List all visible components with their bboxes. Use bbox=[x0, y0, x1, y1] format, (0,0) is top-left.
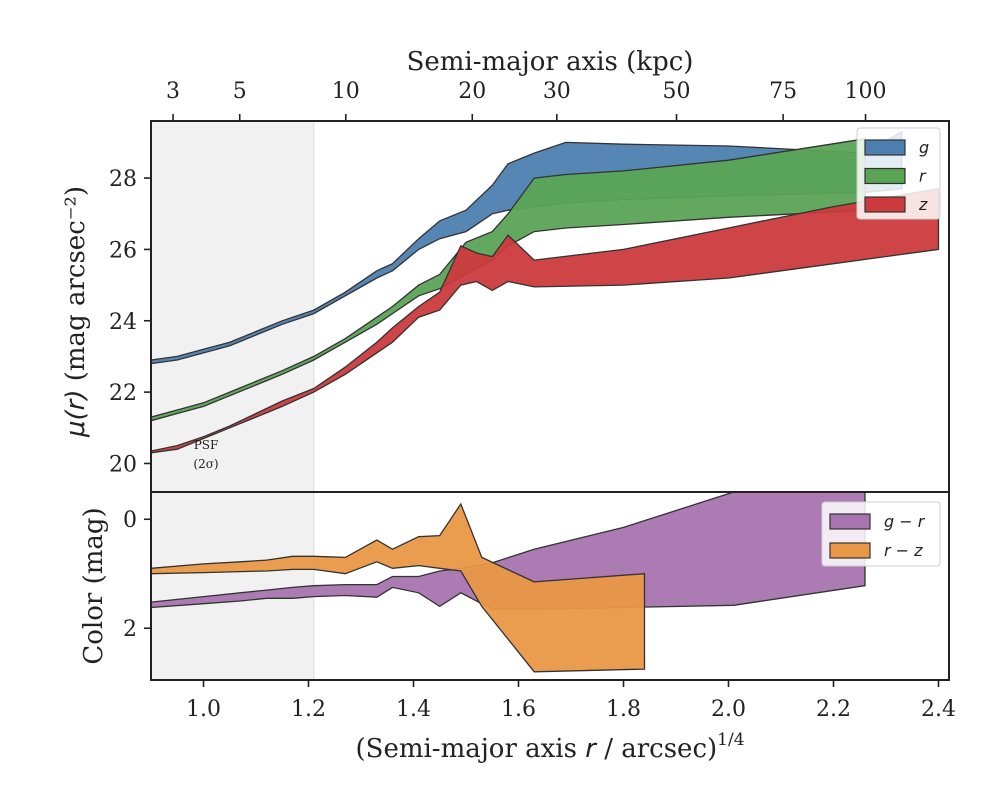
color-profile-panel: 0 2 1.0 1.2 1.4 1.6 1.8 2.0 2.2 2.4 (Semi-major ax… bbox=[79, 491, 956, 764]
psf-shaded-region bbox=[151, 121, 314, 492]
band-rz-1 bbox=[151, 502, 646, 673]
top-plot-area bbox=[151, 121, 940, 492]
psf-label: PSF bbox=[194, 438, 219, 452]
legend-swatch bbox=[864, 167, 906, 185]
top-x-tick-label: 5 bbox=[233, 79, 247, 104]
top-x-tick-label: 10 bbox=[332, 79, 360, 104]
x-tick-label: 1.8 bbox=[606, 697, 641, 722]
top-x-tick-label: 20 bbox=[458, 79, 486, 104]
legend-swatch bbox=[864, 139, 906, 156]
y-tick-label: 20 bbox=[109, 452, 137, 477]
legend-label: g bbox=[919, 138, 929, 157]
surface-brightness-panel: 20 22 24 26 28 3 5 10 20 30 50 75 100 Semi-major axis… bbox=[61, 47, 950, 493]
x-tick-label: 2.4 bbox=[921, 697, 956, 722]
top-x-tick-label: 30 bbox=[543, 79, 571, 104]
top-x-tick-label: 50 bbox=[663, 79, 691, 104]
x-tick-label: 1.0 bbox=[186, 697, 221, 722]
y-tick-label: 28 bbox=[109, 167, 137, 192]
top-x-tick-label: 3 bbox=[166, 79, 180, 104]
legend-swatch bbox=[829, 542, 871, 559]
y-tick-label: 0 bbox=[123, 508, 137, 533]
top-x-axis-title: Semi-major axis (kpc) bbox=[407, 47, 694, 77]
top-x-tick-label: 100 bbox=[845, 79, 887, 104]
legend-label: r bbox=[919, 167, 927, 186]
psf-sigma-label: (2σ) bbox=[193, 457, 218, 471]
x-axis-title: (Semi-major axis r / arcsec)1/4 bbox=[355, 730, 744, 764]
y-tick-label: 2 bbox=[123, 617, 137, 642]
legend-label: r − z bbox=[884, 541, 923, 560]
x-tick-label: 1.4 bbox=[396, 697, 431, 722]
y-tick-label: 24 bbox=[109, 310, 137, 335]
x-tick-label: 2.2 bbox=[816, 697, 851, 722]
legend-label: g − r bbox=[884, 512, 926, 531]
x-tick-label: 2.0 bbox=[711, 697, 746, 722]
top-y-axis-title: μ(r) (mag arcsec⁻²) bbox=[61, 186, 91, 438]
x-tick-label: 1.6 bbox=[501, 697, 536, 722]
band-gr-0 bbox=[151, 492, 866, 610]
top-x-tick-label: 75 bbox=[769, 79, 797, 104]
top-legend: grz bbox=[856, 127, 941, 220]
bottom-y-axis-title: Color (mag) bbox=[79, 507, 109, 664]
y-tick-label: 26 bbox=[109, 238, 137, 263]
y-tick-label: 22 bbox=[109, 381, 137, 406]
legend-swatch bbox=[864, 196, 906, 213]
bottom-legend: g − r r − z bbox=[821, 501, 941, 567]
x-tick-label: 1.2 bbox=[291, 697, 326, 722]
bottom-frame bbox=[150, 491, 950, 681]
legend-swatch bbox=[829, 513, 871, 530]
bottom-plot-area bbox=[151, 492, 866, 680]
psf-shaded-region bbox=[151, 492, 314, 680]
legend-label: z bbox=[918, 195, 928, 214]
